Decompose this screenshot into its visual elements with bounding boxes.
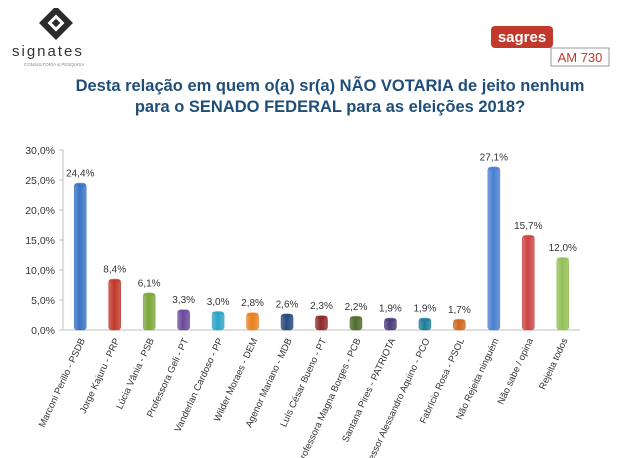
bar xyxy=(142,293,156,331)
signates-logo: signates CONSULTORIA & PESQUISA xyxy=(12,8,84,67)
sagres-logo: sagres AM 730 xyxy=(491,26,610,67)
bar-top xyxy=(74,182,87,187)
bar-top xyxy=(384,317,397,322)
data-label: 24,4% xyxy=(66,169,94,180)
bar-top xyxy=(487,166,500,171)
data-label: 1,9% xyxy=(414,304,437,315)
y-tick-label: 0,0% xyxy=(31,325,55,337)
chart-title: Desta relação em quem o(a) sr(a) NÃO VOT… xyxy=(50,76,610,118)
bar-top xyxy=(108,278,121,283)
data-label: 6,1% xyxy=(138,278,161,289)
bar-top xyxy=(143,292,156,297)
bar xyxy=(487,167,501,331)
chart-title-line-1: Desta relação em quem o(a) sr(a) NÃO VOT… xyxy=(75,77,585,95)
bar-top xyxy=(418,317,431,322)
y-tick-label: 25,0% xyxy=(25,175,55,187)
bar-top xyxy=(349,315,362,320)
bar xyxy=(108,279,121,331)
y-tick-label: 20,0% xyxy=(25,205,55,217)
data-label: 27,1% xyxy=(480,152,508,163)
sagres-logo-station: AM 730 xyxy=(558,50,603,65)
bar-top xyxy=(212,311,225,315)
y-tick-label: 10,0% xyxy=(25,265,55,277)
data-label: 2,6% xyxy=(276,299,299,310)
bar xyxy=(522,235,535,331)
data-label: 15,7% xyxy=(514,221,542,232)
category-label: Lúcia Vânia - PSB xyxy=(114,337,157,412)
category-label: Professora Magna Borges - PCB xyxy=(295,337,363,458)
category-label: Não sabe / opina xyxy=(496,336,537,406)
category-label: Rejeita todos xyxy=(537,336,571,391)
sagres-logo-station-box xyxy=(550,47,610,67)
bar-top xyxy=(556,257,569,261)
data-label: 8,4% xyxy=(103,265,126,276)
data-label: 3,0% xyxy=(207,297,230,308)
bar xyxy=(556,257,570,331)
data-label: 1,7% xyxy=(448,305,471,316)
y-tick-label: 5,0% xyxy=(31,295,55,307)
signates-logo-text: signates xyxy=(12,43,84,60)
category-label: Marconi Perillo - PSDB xyxy=(37,337,88,430)
bar-top xyxy=(177,309,190,314)
sagres-logo-badge xyxy=(491,26,553,48)
data-label: 2,8% xyxy=(241,298,264,309)
chart-title-line-2: para o SENADO FEDERAL para as eleições 2… xyxy=(134,98,526,116)
bar-top xyxy=(522,234,535,239)
signates-logo-tagline: CONSULTORIA & PESQUISA xyxy=(24,62,84,67)
data-label: 12,0% xyxy=(549,243,577,254)
sagres-logo-text: sagres xyxy=(498,29,546,46)
bar-top xyxy=(453,318,466,323)
y-tick-label: 15,0% xyxy=(25,235,55,247)
data-label: 2,3% xyxy=(310,301,333,312)
bar-top xyxy=(246,312,259,317)
bar-top xyxy=(281,313,294,318)
bar xyxy=(73,183,87,331)
data-label: 1,9% xyxy=(379,304,402,315)
data-label: 2,2% xyxy=(345,302,368,313)
data-label: 3,3% xyxy=(172,295,195,306)
y-tick-label: 30,0% xyxy=(25,145,55,157)
bar-top xyxy=(315,315,328,320)
